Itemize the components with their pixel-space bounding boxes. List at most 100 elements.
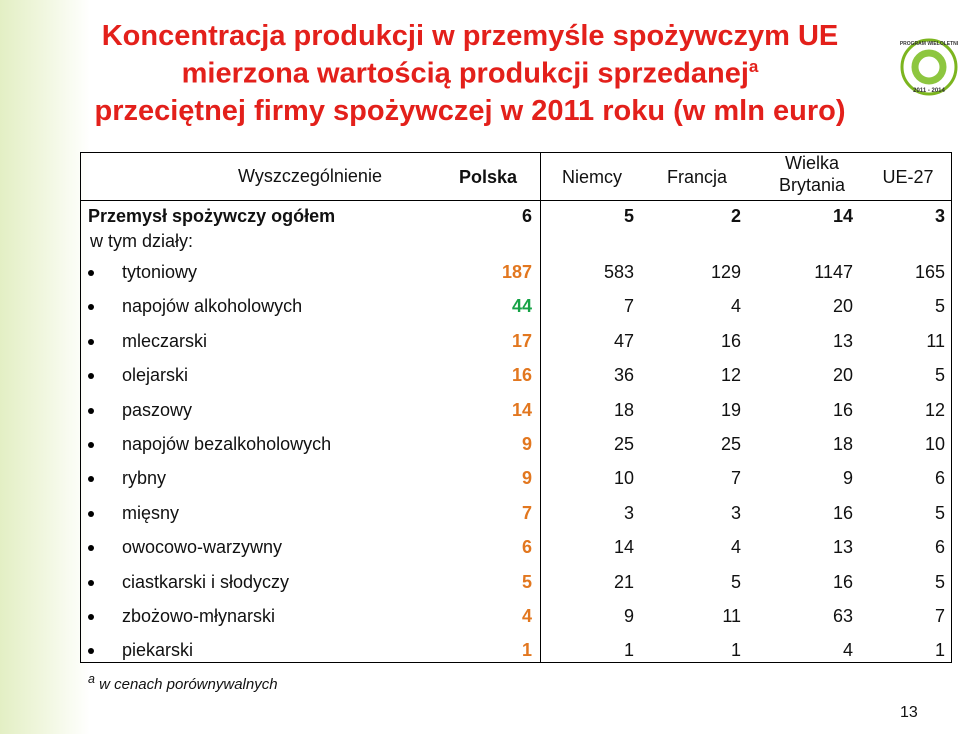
- cell: 187: [501, 262, 532, 282]
- cell: 3: [730, 502, 741, 523]
- cell: 47: [613, 330, 634, 351]
- cell: 9: [521, 468, 532, 489]
- cell: 5: [623, 206, 634, 226]
- table-border: [80, 152, 952, 153]
- bullet: [88, 579, 94, 586]
- cell: 9: [842, 468, 853, 489]
- row-label: rybny: [122, 468, 167, 489]
- cell: 9: [623, 606, 634, 626]
- bullet: [88, 338, 94, 345]
- cell: 18: [613, 399, 634, 420]
- title-line: Koncentracja produkcji w przemyśle spoży…: [101, 20, 839, 52]
- page-number: 13: [900, 704, 918, 721]
- bullet: [88, 270, 94, 276]
- cell: 63: [832, 606, 853, 626]
- bullet: [88, 648, 94, 655]
- cell: 1: [521, 640, 532, 661]
- cell: 4: [730, 296, 741, 317]
- header-cell: UE-27: [882, 167, 934, 187]
- cell: 12: [720, 365, 741, 386]
- row-label: mięsny: [122, 502, 180, 523]
- footnote-mark: a: [88, 672, 95, 686]
- subheader: w tym działy:: [90, 231, 194, 251]
- cell: 5: [730, 571, 741, 592]
- cell: 4: [730, 537, 741, 558]
- row-label: Przemysł spożywczy ogółem: [88, 206, 336, 226]
- cell: 5: [934, 296, 945, 317]
- bullet: [88, 373, 94, 380]
- table-border: [951, 152, 952, 663]
- logo-center: [911, 49, 947, 85]
- cell: 129: [710, 262, 741, 282]
- cell: 18: [832, 434, 853, 454]
- row-label: zbożowo-młynarski: [122, 606, 276, 626]
- title-line: mierzona wartością produkcji sprzedaneja: [60, 57, 880, 91]
- cell: 1: [934, 640, 945, 661]
- row-label: paszowy: [122, 399, 193, 420]
- header-cell: Wyszczególnienie: [238, 166, 382, 186]
- table-border: [80, 152, 81, 663]
- cell: 21: [613, 571, 634, 592]
- cell: 4: [842, 640, 853, 661]
- cell: 11: [926, 330, 945, 351]
- table-border: [80, 200, 952, 201]
- footnote-text: w cenach porównywalnych: [99, 676, 278, 693]
- cell: 1147: [814, 262, 853, 282]
- cell: 7: [730, 468, 741, 489]
- bullet: [88, 407, 94, 414]
- bullet: [88, 476, 94, 483]
- cell: 7: [521, 502, 532, 523]
- cell: 16: [511, 365, 532, 386]
- side-gradient: [0, 0, 90, 734]
- bullet: [88, 510, 94, 517]
- cell: 5: [934, 502, 945, 523]
- cell: 16: [832, 571, 853, 592]
- title-text: mierzona wartością produkcji sprzedanej: [181, 57, 749, 90]
- table-border: [540, 152, 541, 663]
- cell: 44: [511, 296, 532, 317]
- cell: 11: [722, 606, 741, 626]
- cell: 14: [832, 206, 853, 226]
- cell: 1: [730, 640, 741, 661]
- header-cell: Wielka Brytania: [778, 153, 846, 195]
- cell: 25: [720, 434, 741, 454]
- cell: 9: [521, 434, 532, 454]
- cell: 2: [730, 206, 741, 226]
- cell: 7: [623, 296, 634, 317]
- cell: 14: [511, 399, 532, 420]
- cell: 16: [832, 502, 853, 523]
- cell: 6: [521, 537, 532, 558]
- cell: 25: [613, 434, 634, 454]
- cell: 36: [613, 365, 634, 386]
- row-label: napojów alkoholowych: [122, 296, 303, 317]
- footnote: a w cenach porównywalnych: [88, 672, 278, 693]
- bullet: [88, 304, 94, 311]
- title-line: przeciętnej firmy spożywczej w 2011 roku…: [94, 95, 846, 127]
- cell: 165: [914, 262, 945, 282]
- cell: 583: [603, 262, 634, 282]
- cell: 3: [623, 502, 634, 523]
- cell: 6: [934, 468, 945, 489]
- cell: 10: [613, 468, 634, 489]
- row-label: napojów bezalkoholowych: [122, 434, 332, 454]
- cell: 5: [934, 571, 945, 592]
- cell: 20: [832, 296, 853, 317]
- row-label: ciastkarski i słodyczy: [122, 571, 290, 592]
- row-label: owocowo-warzywny: [122, 537, 283, 558]
- cell: 4: [521, 606, 532, 626]
- header-cell: Polska: [458, 167, 518, 187]
- row-label: mleczarski: [122, 330, 208, 351]
- cell: 10: [924, 434, 945, 454]
- cell: 19: [720, 399, 741, 420]
- cell: 12: [924, 399, 945, 420]
- cell: 1: [623, 640, 634, 661]
- row-label: tytoniowy: [122, 262, 198, 282]
- row-label: olejarski: [122, 365, 189, 386]
- logo-bottom: 2011 - 2014: [913, 88, 945, 94]
- cell: 13: [832, 330, 853, 351]
- logo: PROGRAM WIELOLETNI 2011 - 2014: [900, 38, 959, 96]
- table-border: [80, 662, 952, 663]
- title-sup: a: [748, 57, 759, 76]
- cell: 6: [521, 206, 532, 226]
